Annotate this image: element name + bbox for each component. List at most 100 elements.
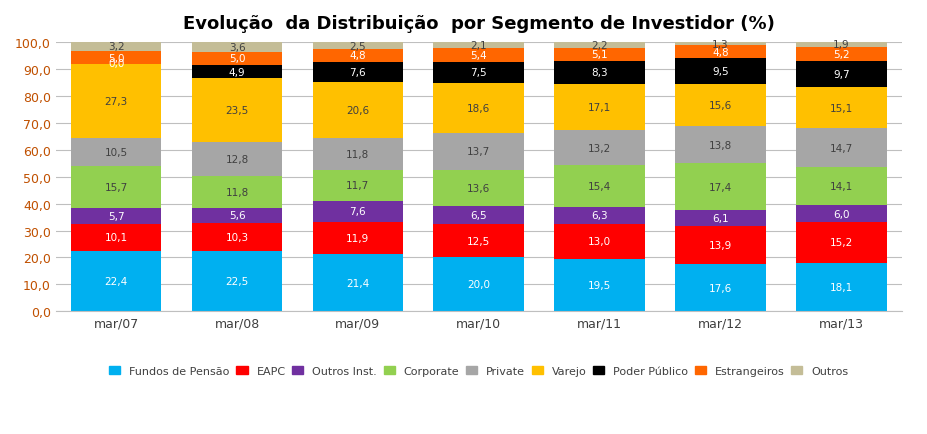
Bar [796, 168, 887, 206]
Text: 11,8: 11,8 [347, 149, 370, 159]
Text: 5,4: 5,4 [471, 51, 487, 61]
Bar [554, 85, 645, 131]
Text: 8,3: 8,3 [591, 68, 608, 78]
Bar [192, 53, 283, 66]
Bar [312, 62, 403, 83]
Bar [554, 62, 645, 85]
Text: 13,8: 13,8 [709, 140, 732, 150]
Text: 5,1: 5,1 [591, 50, 608, 60]
Bar [70, 251, 161, 312]
Bar [675, 46, 766, 59]
Text: 5,2: 5,2 [833, 50, 850, 60]
Bar [796, 48, 887, 62]
Text: 1,9: 1,9 [833, 40, 850, 50]
Text: 5,6: 5,6 [229, 211, 246, 221]
Bar [434, 224, 524, 258]
Bar [796, 128, 887, 168]
Bar [312, 170, 403, 202]
Bar [192, 208, 283, 224]
Text: 6,5: 6,5 [471, 210, 487, 220]
Text: 2,5: 2,5 [349, 41, 366, 51]
Bar [675, 210, 766, 227]
Text: 22,5: 22,5 [225, 276, 248, 286]
Text: 2,2: 2,2 [591, 40, 608, 50]
Bar [70, 167, 161, 209]
Text: 4,8: 4,8 [712, 48, 729, 58]
Bar [675, 227, 766, 264]
Text: 15,7: 15,7 [105, 183, 128, 193]
Text: 3,2: 3,2 [108, 43, 124, 53]
Text: 7,6: 7,6 [349, 68, 366, 78]
Text: 15,6: 15,6 [709, 101, 732, 111]
Text: 14,7: 14,7 [830, 143, 853, 153]
Bar [70, 224, 161, 251]
Text: 15,2: 15,2 [830, 237, 853, 247]
Text: 7,6: 7,6 [349, 207, 366, 217]
Bar [70, 52, 161, 65]
Bar [675, 43, 766, 46]
Text: 4,9: 4,9 [229, 68, 246, 78]
Text: 22,4: 22,4 [105, 276, 128, 286]
Text: 6,1: 6,1 [712, 214, 729, 224]
Bar [434, 49, 524, 63]
Bar [192, 43, 283, 53]
Bar [554, 259, 645, 312]
Bar [796, 263, 887, 312]
Text: 12,5: 12,5 [467, 236, 490, 246]
Text: 4,8: 4,8 [349, 51, 366, 61]
Title: Evolução  da Distribuição  por Segmento de Investidor (%): Evolução da Distribuição por Segmento de… [183, 15, 775, 33]
Text: 13,9: 13,9 [709, 241, 732, 250]
Text: 0,0: 0,0 [108, 59, 124, 69]
Bar [434, 258, 524, 312]
Text: 20,0: 20,0 [467, 280, 490, 290]
Text: 11,8: 11,8 [225, 187, 248, 197]
Bar [434, 207, 524, 224]
Text: 17,1: 17,1 [588, 102, 611, 112]
Bar [192, 251, 283, 312]
Text: 15,4: 15,4 [588, 182, 611, 192]
Bar [554, 207, 645, 224]
Bar [70, 209, 161, 224]
Bar [796, 43, 887, 48]
Bar [796, 88, 887, 128]
Bar [312, 83, 403, 138]
Bar [675, 264, 766, 312]
Text: 21,4: 21,4 [347, 278, 370, 288]
Bar [312, 50, 403, 62]
Text: 23,5: 23,5 [225, 106, 248, 116]
Text: 5,7: 5,7 [108, 212, 124, 222]
Bar [312, 202, 403, 222]
Text: 13,0: 13,0 [588, 237, 611, 247]
Text: 13,6: 13,6 [467, 184, 490, 194]
Text: 17,4: 17,4 [709, 182, 732, 192]
Text: 9,7: 9,7 [833, 70, 850, 80]
Bar [70, 138, 161, 167]
Text: 11,9: 11,9 [347, 233, 370, 243]
Bar [434, 43, 524, 49]
Text: 10,5: 10,5 [105, 148, 128, 158]
Text: 1,3: 1,3 [712, 39, 729, 49]
Bar [796, 222, 887, 263]
Bar [434, 133, 524, 170]
Text: 12,8: 12,8 [225, 155, 248, 164]
Bar [675, 85, 766, 127]
Text: 17,6: 17,6 [709, 283, 732, 293]
Text: 5,0: 5,0 [229, 54, 246, 64]
Bar [434, 83, 524, 133]
Text: 11,7: 11,7 [347, 181, 370, 191]
Bar [675, 164, 766, 210]
Text: 18,6: 18,6 [467, 103, 490, 113]
Bar [312, 138, 403, 170]
Bar [192, 79, 283, 142]
Bar [554, 131, 645, 166]
Text: 7,5: 7,5 [471, 68, 487, 78]
Bar [554, 166, 645, 207]
Legend: Fundos de Pensão, EAPC, Outros Inst., Corporate, Private, Varejo, Poder Público,: Fundos de Pensão, EAPC, Outros Inst., Co… [109, 366, 848, 376]
Text: 27,3: 27,3 [105, 97, 128, 107]
Bar [192, 142, 283, 177]
Text: 20,6: 20,6 [347, 106, 370, 116]
Text: 10,3: 10,3 [225, 232, 248, 242]
Text: 5,0: 5,0 [108, 53, 124, 63]
Text: 14,1: 14,1 [830, 182, 853, 192]
Bar [192, 66, 283, 79]
